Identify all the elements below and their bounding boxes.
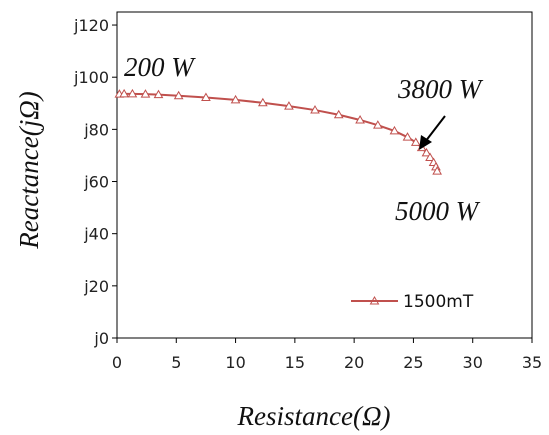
y-axis-title: Reactance(jΩ) [14, 91, 44, 249]
x-tick-label: 15 [285, 353, 305, 372]
data-point [333, 109, 344, 119]
y-tick-label: j40 [83, 225, 109, 244]
data-point [402, 132, 413, 141]
annotation-arrow [419, 115, 446, 150]
series-layer [114, 88, 443, 175]
data-point [432, 166, 443, 175]
data-point [284, 101, 294, 110]
data-point [372, 120, 383, 129]
data-point [201, 92, 211, 102]
data-point [173, 90, 184, 100]
x-tick-label: 10 [225, 353, 245, 372]
y-tick-label: j0 [93, 329, 109, 348]
y-axis-ticks: j0 j20 j40 j60 j80 j100 j120 [73, 16, 117, 348]
plot-area [116, 11, 533, 339]
x-tick-label: 0 [112, 353, 122, 372]
data-point [257, 97, 268, 107]
annotation-5000w: 5000 W [395, 196, 481, 226]
x-tick-label: 35 [522, 353, 542, 372]
x-tick-label: 5 [171, 353, 181, 372]
data-point [355, 114, 365, 124]
annotation-3800w: 3800 W [397, 74, 484, 104]
x-tick-label: 30 [463, 353, 483, 372]
data-point [119, 88, 129, 98]
data-point [389, 125, 400, 135]
data-point [310, 105, 320, 114]
x-axis-ticks: 0 5 10 15 20 25 30 35 [112, 338, 542, 372]
y-tick-label: j100 [73, 68, 109, 87]
data-point [153, 89, 164, 99]
data-point [230, 94, 241, 104]
data-point [410, 137, 421, 146]
x-tick-label: 20 [344, 353, 364, 372]
data-point [425, 152, 435, 162]
y-tick-label: j60 [83, 173, 109, 192]
x-axis-title: Resistance(Ω) [237, 401, 391, 431]
series-line [119, 92, 439, 172]
legend: 1500mT [351, 292, 474, 312]
legend-swatch-marker [369, 295, 380, 305]
legend-label: 1500mT [403, 292, 474, 312]
y-tick-label: j120 [73, 16, 109, 35]
x-tick-label: 25 [403, 353, 423, 372]
data-point [127, 88, 138, 98]
data-point [140, 89, 151, 98]
y-tick-label: j20 [83, 277, 109, 296]
y-tick-label: j80 [83, 120, 109, 139]
annotation-200w: 200 W [124, 52, 196, 82]
data-point [421, 147, 432, 157]
